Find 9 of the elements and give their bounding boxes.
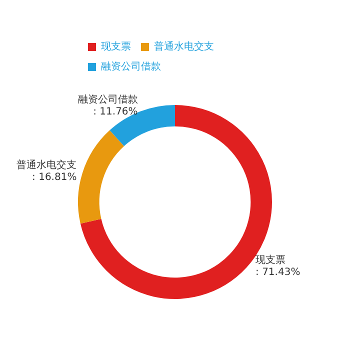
slice-label: 现支票 <box>256 254 286 266</box>
legend-label: 融资公司借款 <box>101 60 161 73</box>
slice-label: 融资公司借款 <box>78 94 138 106</box>
legend-label: 现支票 <box>101 40 131 53</box>
slice-label: 普通水电交支 <box>16 158 77 171</box>
data-label: : 16.81% <box>32 172 77 183</box>
legend-label: 普通水电交支 <box>154 40 214 53</box>
data-label: : 11.76% <box>93 106 138 118</box>
data-label: : 71.43% <box>256 266 300 278</box>
